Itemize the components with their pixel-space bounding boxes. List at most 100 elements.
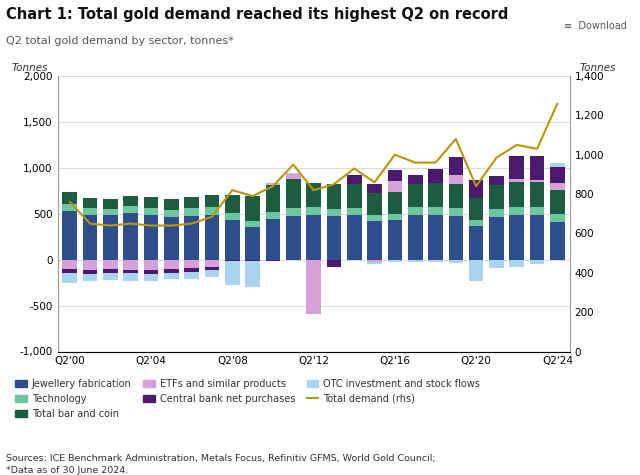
Bar [266, 260, 280, 261]
Bar [144, 208, 158, 215]
Bar [347, 175, 362, 184]
Bar [83, 208, 97, 215]
Bar [103, 209, 118, 215]
Bar [367, 184, 382, 193]
Bar [509, 207, 524, 215]
Bar [347, 215, 362, 260]
Bar [205, 207, 220, 215]
Bar [489, 217, 504, 260]
Bar [184, 272, 199, 279]
Bar [469, 220, 483, 226]
Bar [307, 215, 321, 260]
Bar [83, 260, 97, 270]
Bar [530, 180, 545, 182]
Legend: Jewellery fabrication, Technology, Total bar and coin, ETFs and similar products: Jewellery fabrication, Technology, Total… [12, 375, 484, 423]
Bar [509, 215, 524, 260]
Bar [266, 182, 280, 185]
Bar [245, 227, 260, 260]
Bar [530, 182, 545, 207]
Bar [428, 183, 443, 207]
Bar [266, 219, 280, 260]
Bar [164, 199, 179, 209]
Bar [449, 157, 463, 175]
Bar [408, 260, 422, 262]
Bar [266, 212, 280, 219]
Bar [326, 184, 341, 209]
Bar [164, 269, 179, 273]
Bar [489, 185, 504, 209]
Bar [489, 176, 504, 185]
Bar [124, 196, 138, 207]
Bar [550, 163, 564, 167]
Bar [550, 167, 564, 183]
Bar [205, 266, 220, 270]
Bar [509, 156, 524, 179]
Bar [103, 199, 118, 209]
Bar [367, 215, 382, 221]
Bar [449, 260, 463, 263]
Bar [286, 180, 301, 208]
Bar [469, 260, 483, 281]
Bar [530, 156, 545, 180]
Bar [144, 215, 158, 260]
Bar [124, 270, 138, 274]
Bar [347, 184, 362, 208]
Bar [63, 192, 77, 204]
Bar [469, 198, 483, 220]
Bar [449, 208, 463, 216]
Text: Tonnes: Tonnes [579, 63, 616, 73]
Bar [367, 221, 382, 260]
Bar [286, 173, 301, 174]
Bar [63, 260, 77, 269]
Bar [124, 274, 138, 281]
Bar [428, 260, 443, 262]
Bar [144, 260, 158, 270]
Bar [266, 185, 280, 212]
Bar [367, 260, 382, 262]
Bar [428, 215, 443, 260]
Bar [388, 220, 402, 260]
Bar [245, 221, 260, 227]
Bar [449, 216, 463, 260]
Bar [367, 193, 382, 215]
Bar [408, 215, 422, 260]
Bar [286, 216, 301, 260]
Bar [550, 190, 564, 214]
Bar [530, 207, 545, 215]
Bar [225, 213, 239, 220]
Bar [225, 261, 239, 285]
Bar [307, 260, 321, 314]
Text: ≡  Download: ≡ Download [564, 21, 627, 31]
Bar [388, 192, 402, 214]
Bar [164, 273, 179, 279]
Bar [469, 180, 483, 198]
Bar [164, 260, 179, 269]
Bar [530, 215, 545, 260]
Bar [286, 174, 301, 180]
Bar [205, 270, 220, 277]
Bar [63, 274, 77, 283]
Text: Q2 total gold demand by sector, tonnes*: Q2 total gold demand by sector, tonnes* [6, 36, 234, 46]
Bar [408, 184, 422, 207]
Bar [469, 226, 483, 260]
Bar [184, 216, 199, 260]
Bar [144, 270, 158, 274]
Bar [326, 260, 341, 266]
Bar [103, 215, 118, 260]
Bar [428, 207, 443, 215]
Bar [388, 260, 402, 262]
Bar [205, 260, 220, 266]
Bar [124, 207, 138, 213]
Bar [307, 183, 321, 207]
Bar [428, 169, 443, 183]
Bar [509, 260, 524, 266]
Bar [489, 209, 504, 217]
Bar [83, 215, 97, 260]
Bar [388, 170, 402, 180]
Bar [103, 260, 118, 269]
Bar [550, 222, 564, 260]
Bar [550, 183, 564, 190]
Bar [184, 197, 199, 208]
Bar [326, 216, 341, 260]
Bar [509, 179, 524, 181]
